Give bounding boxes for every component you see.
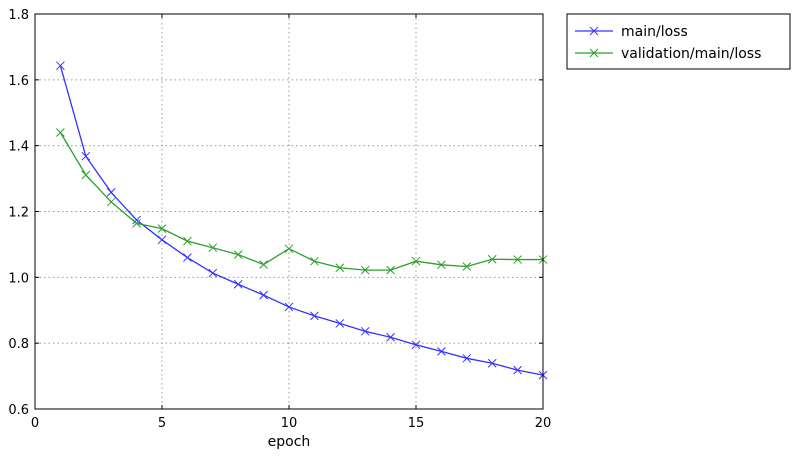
series-1 — [56, 128, 548, 275]
data-point-marker — [335, 263, 345, 273]
grid — [35, 14, 543, 409]
data-point-marker — [81, 170, 91, 180]
legend-label: main/loss — [621, 24, 688, 40]
data-point-marker — [259, 290, 268, 300]
x-axis-label: epoch — [268, 434, 311, 450]
data-point-marker — [437, 260, 446, 270]
data-point-marker — [513, 365, 522, 375]
y-tick-label: 0.8 — [8, 337, 29, 352]
data-point-marker — [310, 311, 319, 321]
data-point-marker — [513, 255, 522, 264]
ticks: 0 5 10 15 20 0.6 0.8 1.0 1.2 1.4 1.6 1.8 — [8, 8, 551, 431]
data-point-marker — [81, 151, 91, 161]
data-point-marker — [132, 218, 141, 228]
y-tick-label: 1.4 — [8, 140, 29, 155]
data-point-marker — [462, 262, 472, 271]
y-tick-label: 1.2 — [8, 206, 29, 221]
data-point-marker — [411, 340, 421, 350]
legend-item: validation/main/loss — [575, 46, 761, 62]
data-point-marker — [386, 265, 395, 275]
data-point-marker — [208, 268, 218, 278]
data-point-marker — [259, 260, 268, 269]
data-point-marker — [157, 224, 167, 233]
x-tick-label: 15 — [408, 416, 425, 431]
series-group — [56, 61, 548, 380]
data-point-marker — [487, 254, 497, 264]
data-point-marker — [310, 256, 319, 266]
legend-marker — [589, 48, 599, 58]
y-tick-label: 1.6 — [8, 74, 29, 89]
y-tick-label: 1.8 — [8, 8, 29, 23]
data-point-marker — [437, 347, 446, 356]
data-point-marker — [411, 256, 421, 266]
data-point-marker — [106, 197, 116, 207]
series-line — [59, 132, 543, 271]
x-tick-label: 10 — [281, 416, 298, 431]
data-point-marker — [284, 302, 294, 312]
series-0 — [56, 61, 548, 380]
data-point-marker — [183, 236, 192, 246]
legend-frame — [566, 13, 791, 70]
x-tick-label: 0 — [31, 416, 39, 431]
legend-item: main/loss — [575, 24, 688, 40]
series-line — [59, 65, 544, 376]
data-point-marker — [183, 253, 192, 262]
data-point-marker — [386, 332, 395, 342]
data-point-marker — [284, 244, 294, 254]
legend: main/loss validation/main/loss — [566, 13, 791, 70]
x-tick-label: 20 — [535, 416, 552, 431]
data-point-marker — [335, 319, 345, 328]
data-point-marker — [462, 353, 472, 363]
data-point-marker — [106, 188, 116, 197]
y-tick-label: 0.6 — [8, 403, 29, 418]
data-point-marker — [360, 326, 370, 336]
data-point-marker — [208, 243, 218, 253]
data-point-marker — [132, 215, 141, 225]
data-point-marker — [56, 128, 65, 137]
legend-label: validation/main/loss — [621, 46, 761, 62]
data-point-marker — [233, 250, 243, 259]
data-point-marker — [360, 265, 370, 275]
data-point-marker — [233, 279, 243, 289]
x-tick-label: 5 — [158, 416, 166, 431]
data-point-marker — [157, 235, 167, 245]
data-point-marker — [487, 358, 497, 368]
y-tick-label: 1.0 — [8, 271, 29, 286]
legend-marker — [589, 26, 599, 36]
data-point-marker — [56, 61, 65, 71]
